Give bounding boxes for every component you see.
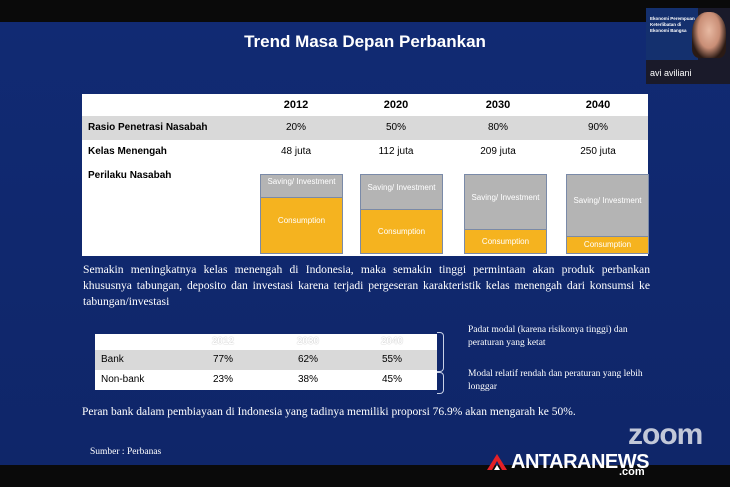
shared-mini-slide: Ekonomi Perempuan Keterlibatan di Ekonom… (646, 8, 698, 60)
presentation-slide: Trend Masa Depan Perbankan 2012 2020 203… (0, 22, 730, 465)
consumption-segment: Consumption (567, 237, 648, 253)
antara-logo-icon (487, 454, 507, 470)
table-cell: 112 juta (378, 146, 414, 157)
behavior-bar-2030: Saving/ Investment Consumption (464, 174, 547, 254)
table-cell: 50% (385, 122, 406, 133)
explanation-paragraph: Semakin meningkatnya kelas menengah di I… (83, 263, 650, 308)
bank-share-table: 2012 2030 2040 Bank 77% 62% 55% Non-bank… (95, 334, 437, 390)
antara-wordmark: ANTARANEWS (511, 451, 649, 473)
year-header-2040: 2040 (380, 336, 404, 347)
table-cell: 55% (381, 354, 402, 365)
consumption-segment: Consumption (261, 198, 342, 253)
year-header-2030: 2030 (296, 336, 320, 347)
bank-note: Padat modal (karena risikonya tinggi) da… (468, 325, 628, 348)
table-cell: 38% (297, 374, 318, 385)
year-header-2030: 2030 (485, 99, 511, 111)
nonbank-brace (437, 372, 444, 394)
row-label: Bank (101, 354, 124, 365)
behavior-bar-2012: Saving/ Investment Consumption (260, 174, 343, 254)
table-row: Kelas Menengah 48 juta 112 juta 209 juta… (82, 140, 648, 164)
table-row: Non-bank 23% 38% 45% (95, 370, 437, 390)
saving-segment: Saving/ Investment (361, 175, 442, 210)
slide-title: Trend Masa Depan Perbankan (244, 32, 486, 51)
table-cell: 20% (285, 122, 306, 133)
antaranews-watermark: ANTARANEWS .com (485, 448, 730, 478)
trend-table: 2012 2020 2030 2040 Rasio Penetrasi Nasa… (82, 94, 649, 256)
participant-name: avi aviliani (650, 68, 692, 78)
consumption-segment: Consumption (465, 230, 546, 253)
consumption-segment: Consumption (361, 210, 442, 253)
participant-video-tile[interactable]: Ekonomi Perempuan Keterlibatan di Ekonom… (646, 8, 730, 84)
saving-segment: Saving/ Investment (465, 175, 546, 230)
table-cell: 77% (212, 354, 233, 365)
trend-table-header: 2012 2020 2030 2040 (82, 94, 648, 116)
year-header-2020: 2020 (383, 99, 409, 111)
saving-segment: Saving/ Investment (261, 175, 342, 198)
source-text: Sumber : Perbanas (90, 447, 162, 457)
nonbank-note: Modal relatif rendah dan peraturan yang … (468, 369, 643, 392)
table-cell: 80% (487, 122, 508, 133)
year-header-2012: 2012 (211, 336, 235, 347)
antara-suffix: .com (619, 466, 645, 478)
participant-avatar (692, 12, 726, 58)
table-cell: 250 juta (580, 146, 616, 157)
table-cell: 48 juta (280, 146, 312, 157)
mini-slide-line: Ekonomi Perempuan (650, 16, 695, 21)
zoom-watermark: zoom (628, 418, 703, 451)
table-cell: 90% (587, 122, 608, 133)
year-header-2012: 2012 (283, 99, 309, 111)
behavior-bar-2020: Saving/ Investment Consumption (360, 174, 443, 254)
mini-slide-line: Keterlibatan di (650, 22, 682, 27)
bank-share-header: 2012 2030 2040 (95, 334, 437, 350)
bank-brace (437, 332, 444, 372)
table-cell: 62% (297, 354, 318, 365)
mini-slide-line: Ekonomi Bangsa (650, 28, 687, 33)
row-label: Non-bank (101, 374, 145, 385)
table-cell: 23% (212, 374, 233, 385)
behavior-label: Perilaku Nasabah (88, 170, 172, 181)
table-row: Bank 77% 62% 55% (95, 350, 437, 370)
table-cell: 45% (381, 374, 402, 385)
conclusion-text: Peran bank dalam pembiayaan di Indonesia… (82, 406, 576, 418)
table-cell: 209 juta (480, 146, 516, 157)
row-label: Rasio Penetrasi Nasabah (88, 122, 208, 133)
row-label: Kelas Menengah (88, 146, 167, 157)
year-header-2040: 2040 (585, 99, 611, 111)
table-row: Rasio Penetrasi Nasabah 20% 50% 80% 90% (82, 116, 648, 140)
saving-segment: Saving/ Investment (567, 175, 648, 237)
behavior-bar-2040: Saving/ Investment Consumption (566, 174, 649, 254)
